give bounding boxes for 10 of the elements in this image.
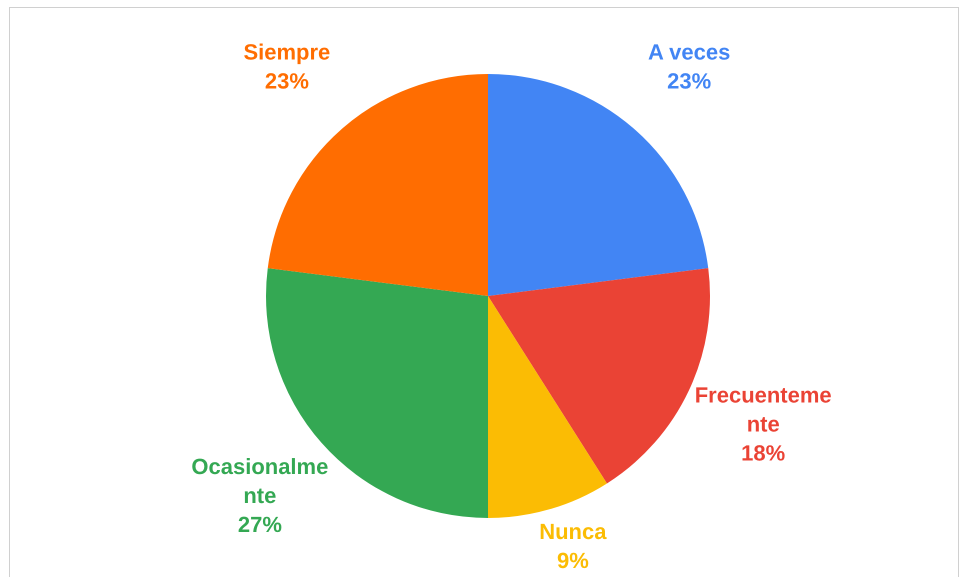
data-label: 9%: [556, 548, 589, 574]
data-label: 23%: [264, 68, 309, 94]
slice-label: Frecuentemente: [694, 382, 832, 437]
slice-label: Ocasionalmente: [191, 454, 328, 508]
slice-label: Siempre: [243, 39, 330, 64]
data-label: 18%: [741, 440, 786, 466]
data-label: 27%: [238, 512, 282, 538]
slice-label: A veces: [648, 39, 730, 64]
data-label: 23%: [667, 68, 712, 94]
slice-label: Nunca: [539, 519, 608, 544]
